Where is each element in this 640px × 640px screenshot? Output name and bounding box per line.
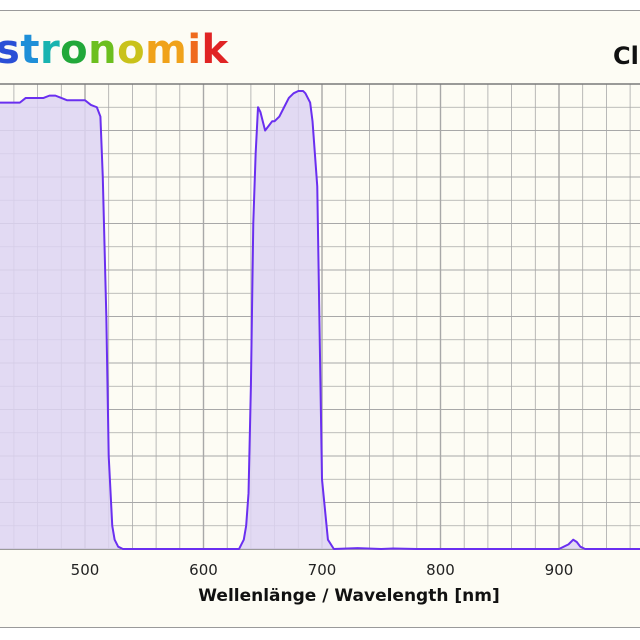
x-tick-labels: 500 600 700 800 900 bbox=[71, 561, 574, 579]
transmission-area bbox=[0, 90, 640, 549]
logo-letter: t bbox=[20, 27, 40, 73]
chart-corner-label: Cl bbox=[613, 42, 639, 70]
x-tick-label: 600 bbox=[189, 561, 218, 579]
transmission-line bbox=[0, 89, 640, 550]
logo-letter: k bbox=[201, 27, 229, 73]
logo-letter: r bbox=[39, 27, 61, 73]
x-tick-label: 800 bbox=[426, 561, 455, 579]
logo-letter: m bbox=[145, 27, 188, 73]
brand-logo: stronomik bbox=[0, 30, 229, 70]
x-tick-label: 500 bbox=[71, 561, 100, 579]
x-tick-label: 700 bbox=[308, 561, 337, 579]
logo-letter: s bbox=[0, 27, 21, 73]
x-tick-label: 900 bbox=[545, 561, 574, 579]
logo-letter: o bbox=[117, 27, 146, 73]
logo-letter: o bbox=[60, 27, 89, 73]
x-axis-title: Wellenlänge / Wavelength [nm] bbox=[198, 586, 499, 606]
logo-letter: n bbox=[88, 27, 118, 73]
logo-letter: i bbox=[187, 27, 202, 73]
